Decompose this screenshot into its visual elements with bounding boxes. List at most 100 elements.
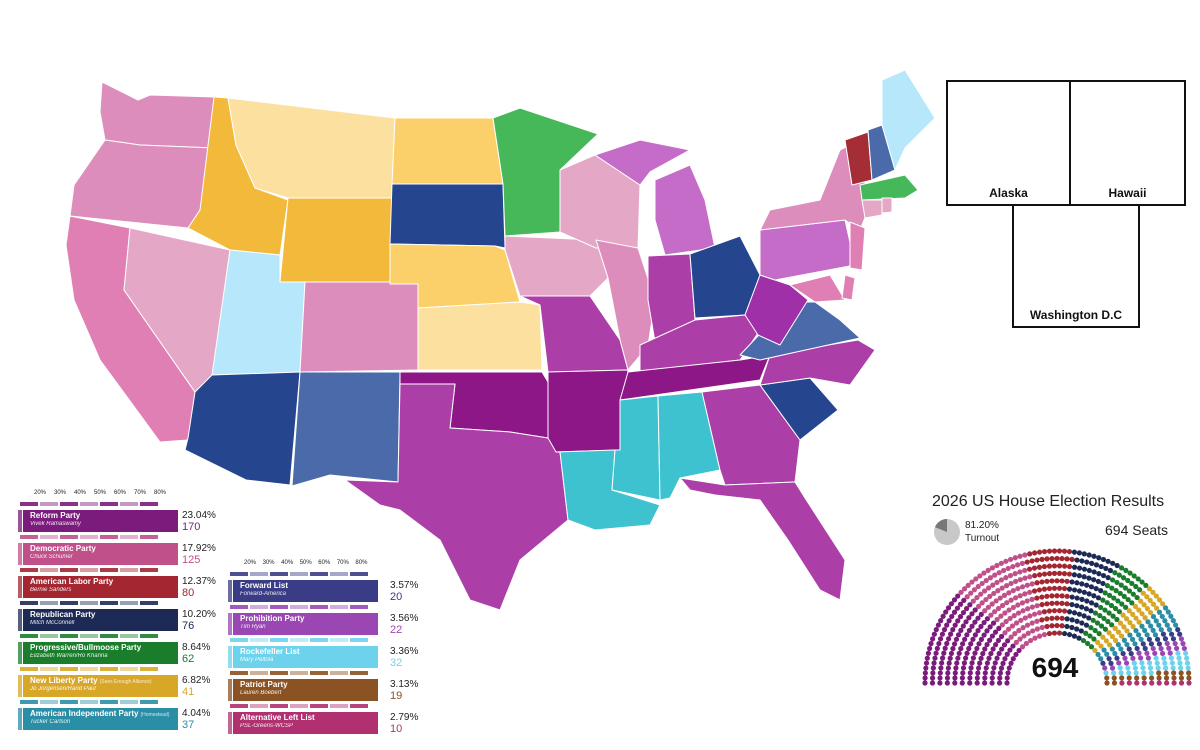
state-oregon[interactable] bbox=[69, 139, 215, 229]
party-bar[interactable]: Patriot Party Lauren Boebert bbox=[233, 679, 378, 701]
seat-dot bbox=[1115, 642, 1121, 648]
state-kansas[interactable] bbox=[417, 301, 543, 371]
state-delaware[interactable] bbox=[841, 274, 856, 301]
results-title: 2026 US House Election Results bbox=[932, 493, 1165, 510]
state-michigan[interactable] bbox=[654, 164, 716, 256]
seat-dot bbox=[972, 619, 978, 625]
seat-dot bbox=[1086, 575, 1092, 581]
state-tennessee[interactable] bbox=[619, 354, 771, 401]
party-bar[interactable]: Progressive/Bullmoose Party Elizabeth War… bbox=[23, 642, 178, 664]
seat-dot bbox=[1046, 563, 1053, 569]
state-pennsylvania[interactable] bbox=[759, 219, 856, 281]
state-north-carolina[interactable] bbox=[739, 339, 876, 386]
seat-dot bbox=[982, 680, 988, 686]
seat-dot bbox=[938, 665, 944, 671]
seat-dot bbox=[1015, 585, 1021, 592]
seat-dot bbox=[988, 650, 994, 657]
seat-dot bbox=[995, 588, 1001, 594]
state-north-dakota[interactable] bbox=[391, 117, 504, 185]
state-massachusetts[interactable] bbox=[859, 174, 919, 201]
seat-dot bbox=[1096, 571, 1102, 577]
party-bar[interactable]: Forward List Forward-America bbox=[233, 580, 378, 602]
strip-segment bbox=[140, 502, 158, 506]
seat-dot bbox=[974, 645, 980, 652]
seat-dot bbox=[982, 670, 988, 676]
party-bar[interactable]: Prohibition Party Tim Ryan bbox=[233, 613, 378, 635]
party-marker bbox=[18, 675, 22, 697]
seat-dot bbox=[994, 655, 1000, 661]
party-bar[interactable]: American Independent Party (Homestead) Tuc… bbox=[23, 708, 178, 730]
state-wyoming[interactable] bbox=[279, 197, 393, 286]
seat-dot bbox=[1141, 675, 1147, 681]
seat-dot bbox=[1076, 588, 1083, 594]
state-maryland[interactable] bbox=[789, 274, 846, 303]
seat-dot bbox=[1005, 670, 1011, 676]
party-bar[interactable]: Reform Party Vivek Ramaswamy bbox=[23, 510, 178, 532]
state-washington[interactable] bbox=[99, 81, 216, 149]
seat-dot bbox=[1150, 589, 1156, 595]
seat-dot bbox=[1051, 630, 1058, 636]
seat-dot bbox=[1125, 577, 1131, 584]
party-bar[interactable]: Republican Party Mitch McConnell bbox=[23, 609, 178, 631]
seat-dot bbox=[1004, 675, 1010, 681]
state-south-dakota[interactable] bbox=[389, 183, 506, 249]
seat-dot bbox=[1041, 548, 1048, 555]
seat-dot bbox=[944, 675, 951, 681]
strip-segment bbox=[20, 502, 38, 506]
seat-dot bbox=[1156, 622, 1162, 628]
seat-dot bbox=[1034, 626, 1040, 632]
state-illinois[interactable] bbox=[595, 239, 656, 371]
state-arizona[interactable] bbox=[184, 371, 301, 486]
seat-dot bbox=[1012, 631, 1018, 637]
seat-dot bbox=[1112, 625, 1118, 631]
seat-dot bbox=[1015, 602, 1021, 608]
seat-dot bbox=[1098, 643, 1104, 649]
party-seats: 20 bbox=[390, 591, 403, 603]
seat-dot bbox=[1054, 622, 1060, 629]
seat-dot bbox=[996, 680, 1003, 686]
party-bar[interactable]: Rockefeller List Mary Peltola bbox=[233, 646, 378, 668]
party-bar[interactable]: New Liberty Party (Sees Enough Alliance) J… bbox=[23, 675, 178, 697]
party-percentage: 3.57% bbox=[390, 580, 419, 591]
state-texas[interactable] bbox=[344, 383, 569, 611]
seat-dot bbox=[1112, 605, 1119, 612]
state-colorado[interactable] bbox=[299, 281, 419, 373]
seat-dot bbox=[927, 645, 933, 652]
party-bar[interactable]: Alternative Left List PSL-Greens-WCSP bbox=[233, 712, 378, 734]
state-new-jersey[interactable] bbox=[849, 221, 866, 271]
state-maine[interactable] bbox=[881, 69, 936, 171]
seat-dot bbox=[996, 570, 1002, 576]
seat-dot bbox=[1007, 647, 1013, 653]
strip-segment bbox=[60, 502, 78, 506]
seat-dot bbox=[1130, 655, 1136, 661]
seat-dot bbox=[935, 622, 941, 628]
state-michigan-upper[interactable] bbox=[594, 139, 691, 186]
seat-dot bbox=[939, 631, 946, 637]
state-arkansas[interactable] bbox=[547, 369, 629, 453]
seat-dot bbox=[950, 646, 956, 652]
seat-dot bbox=[1110, 613, 1116, 619]
state-montana[interactable] bbox=[227, 97, 396, 199]
seat-dot bbox=[979, 600, 985, 606]
state-florida[interactable] bbox=[679, 477, 846, 601]
state-rhode-island[interactable] bbox=[881, 197, 893, 214]
seat-dot bbox=[1118, 565, 1125, 571]
seat-dot bbox=[990, 582, 996, 588]
party-bar[interactable]: American Labor Party Bernie Sanders bbox=[23, 576, 178, 598]
state-connecticut[interactable] bbox=[861, 199, 883, 219]
seat-dot bbox=[1126, 608, 1132, 614]
seat-dot bbox=[1123, 660, 1130, 666]
seat-dot bbox=[1106, 592, 1113, 598]
state-new-mexico[interactable] bbox=[291, 371, 401, 487]
party-seats: 10 bbox=[390, 723, 403, 735]
turnout-slice bbox=[934, 519, 947, 532]
seat-dot bbox=[1168, 655, 1174, 661]
party-bar[interactable]: Democratic Party Chuck Schumer bbox=[23, 543, 178, 565]
seat-dot bbox=[977, 660, 983, 666]
seat-dot bbox=[944, 680, 950, 686]
seat-dot bbox=[948, 601, 954, 607]
seat-dot bbox=[1088, 608, 1094, 614]
seat-dot bbox=[1039, 594, 1045, 600]
strip-segment bbox=[60, 568, 78, 572]
seat-dot bbox=[1156, 680, 1162, 686]
